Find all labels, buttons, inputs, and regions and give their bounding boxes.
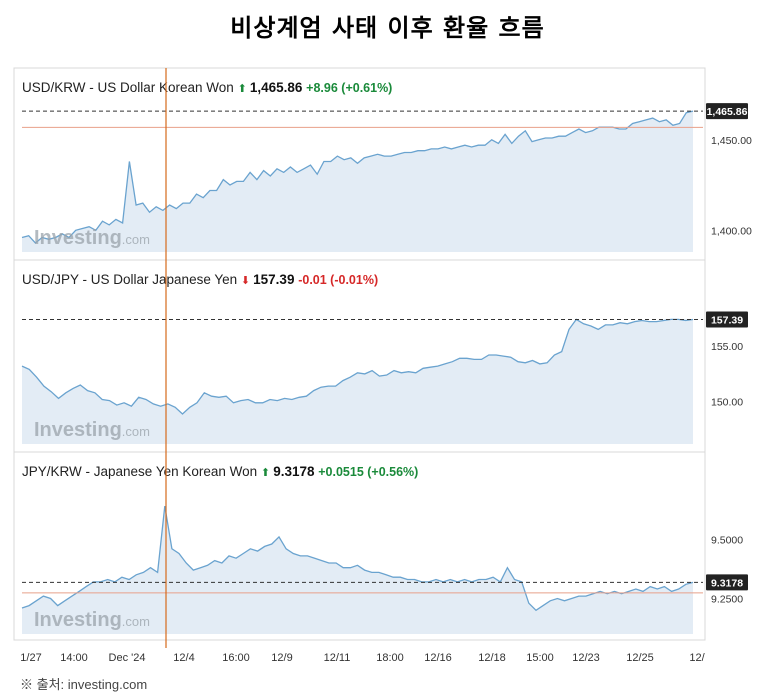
investing-watermark: Investing.com [34,227,150,249]
x-tick-label: 12/9 [271,652,292,664]
panel-header: USD/KRW - US Dollar Korean Won ⬆ 1,465.8… [22,80,392,95]
investing-watermark: Investing.com [34,419,150,441]
x-tick-label: 12/4 [173,652,194,664]
panel-header: USD/JPY - US Dollar Japanese Yen ⬇ 157.3… [22,272,378,287]
investing-watermark: Investing.com [34,609,150,631]
y-tick-label: 150.00 [711,397,743,409]
x-tick-label: 12/ [689,652,705,664]
price-change: +0.0515 [318,465,367,479]
current-value-badge [706,103,748,120]
x-tick-label: 16:00 [222,652,250,664]
panel-header: JPY/KRW - Japanese Yen Korean Won ⬆ 9.31… [22,464,418,479]
pair-name: USD/JPY - US Dollar Japanese Yen [22,272,241,287]
price-change-pct: (+0.56%) [367,465,418,479]
area-fill [22,506,693,634]
pair-name: JPY/KRW - Japanese Yen Korean Won [22,464,261,479]
y-tick-label: 9.5000 [711,534,743,546]
x-tick-label: 18:00 [376,652,404,664]
y-tick-label: 9.2500 [711,593,743,605]
current-value-badge [706,574,748,591]
y-tick-label: 1,450.00 [711,135,752,147]
chart-panel-0: USD/KRW - US Dollar Korean Won ⬆ 1,465.8… [13,67,752,261]
current-value-label: 157.39 [711,314,743,326]
current-value-badge [706,311,748,328]
x-tick-label: 12/23 [572,652,600,664]
series-line [21,110,694,244]
chart-panel-2: JPY/KRW - Japanese Yen Korean Won ⬆ 9.31… [13,451,748,641]
area-fill [22,319,693,444]
x-tick-label: 12/16 [424,652,452,664]
price-change: +8.96 [306,81,341,95]
x-tick-label: 12/18 [478,652,506,664]
current-price: 9.3178 [273,464,318,479]
source-note: ※ 출처: investing.com [20,677,148,692]
x-tick-label: 14:00 [60,652,88,664]
current-value-label: 9.3178 [711,577,743,589]
series-line [21,505,694,612]
y-tick-label: 155.00 [711,341,743,353]
page-title: 비상계엄 사태 이후 환율 흐름 [230,14,545,42]
x-tick-label: 12/11 [324,652,351,664]
x-tick-label: 15:00 [526,652,554,664]
price-change-pct: (+0.61%) [341,81,392,95]
current-price: 157.39 [253,272,298,287]
area-fill [22,111,693,252]
pair-name: USD/KRW - US Dollar Korean Won [22,80,238,95]
chart-panel-1: USD/JPY - US Dollar Japanese Yen ⬇ 157.3… [13,259,748,453]
series-line [21,318,694,415]
arrow-up-icon: ⬆ [238,83,250,95]
price-change: -0.01 [298,273,330,287]
y-tick-label: 1,400.00 [711,225,752,237]
x-tick-label: 1/27 [20,652,41,664]
price-change-pct: (-0.01%) [330,273,378,287]
arrow-down-icon: ⬇ [241,275,253,287]
x-tick-label: Dec '24 [109,652,146,664]
arrow-up-icon: ⬆ [261,467,273,479]
current-price: 1,465.86 [250,80,306,95]
x-tick-label: 12/25 [626,652,654,664]
current-value-label: 1,465.86 [707,106,748,118]
